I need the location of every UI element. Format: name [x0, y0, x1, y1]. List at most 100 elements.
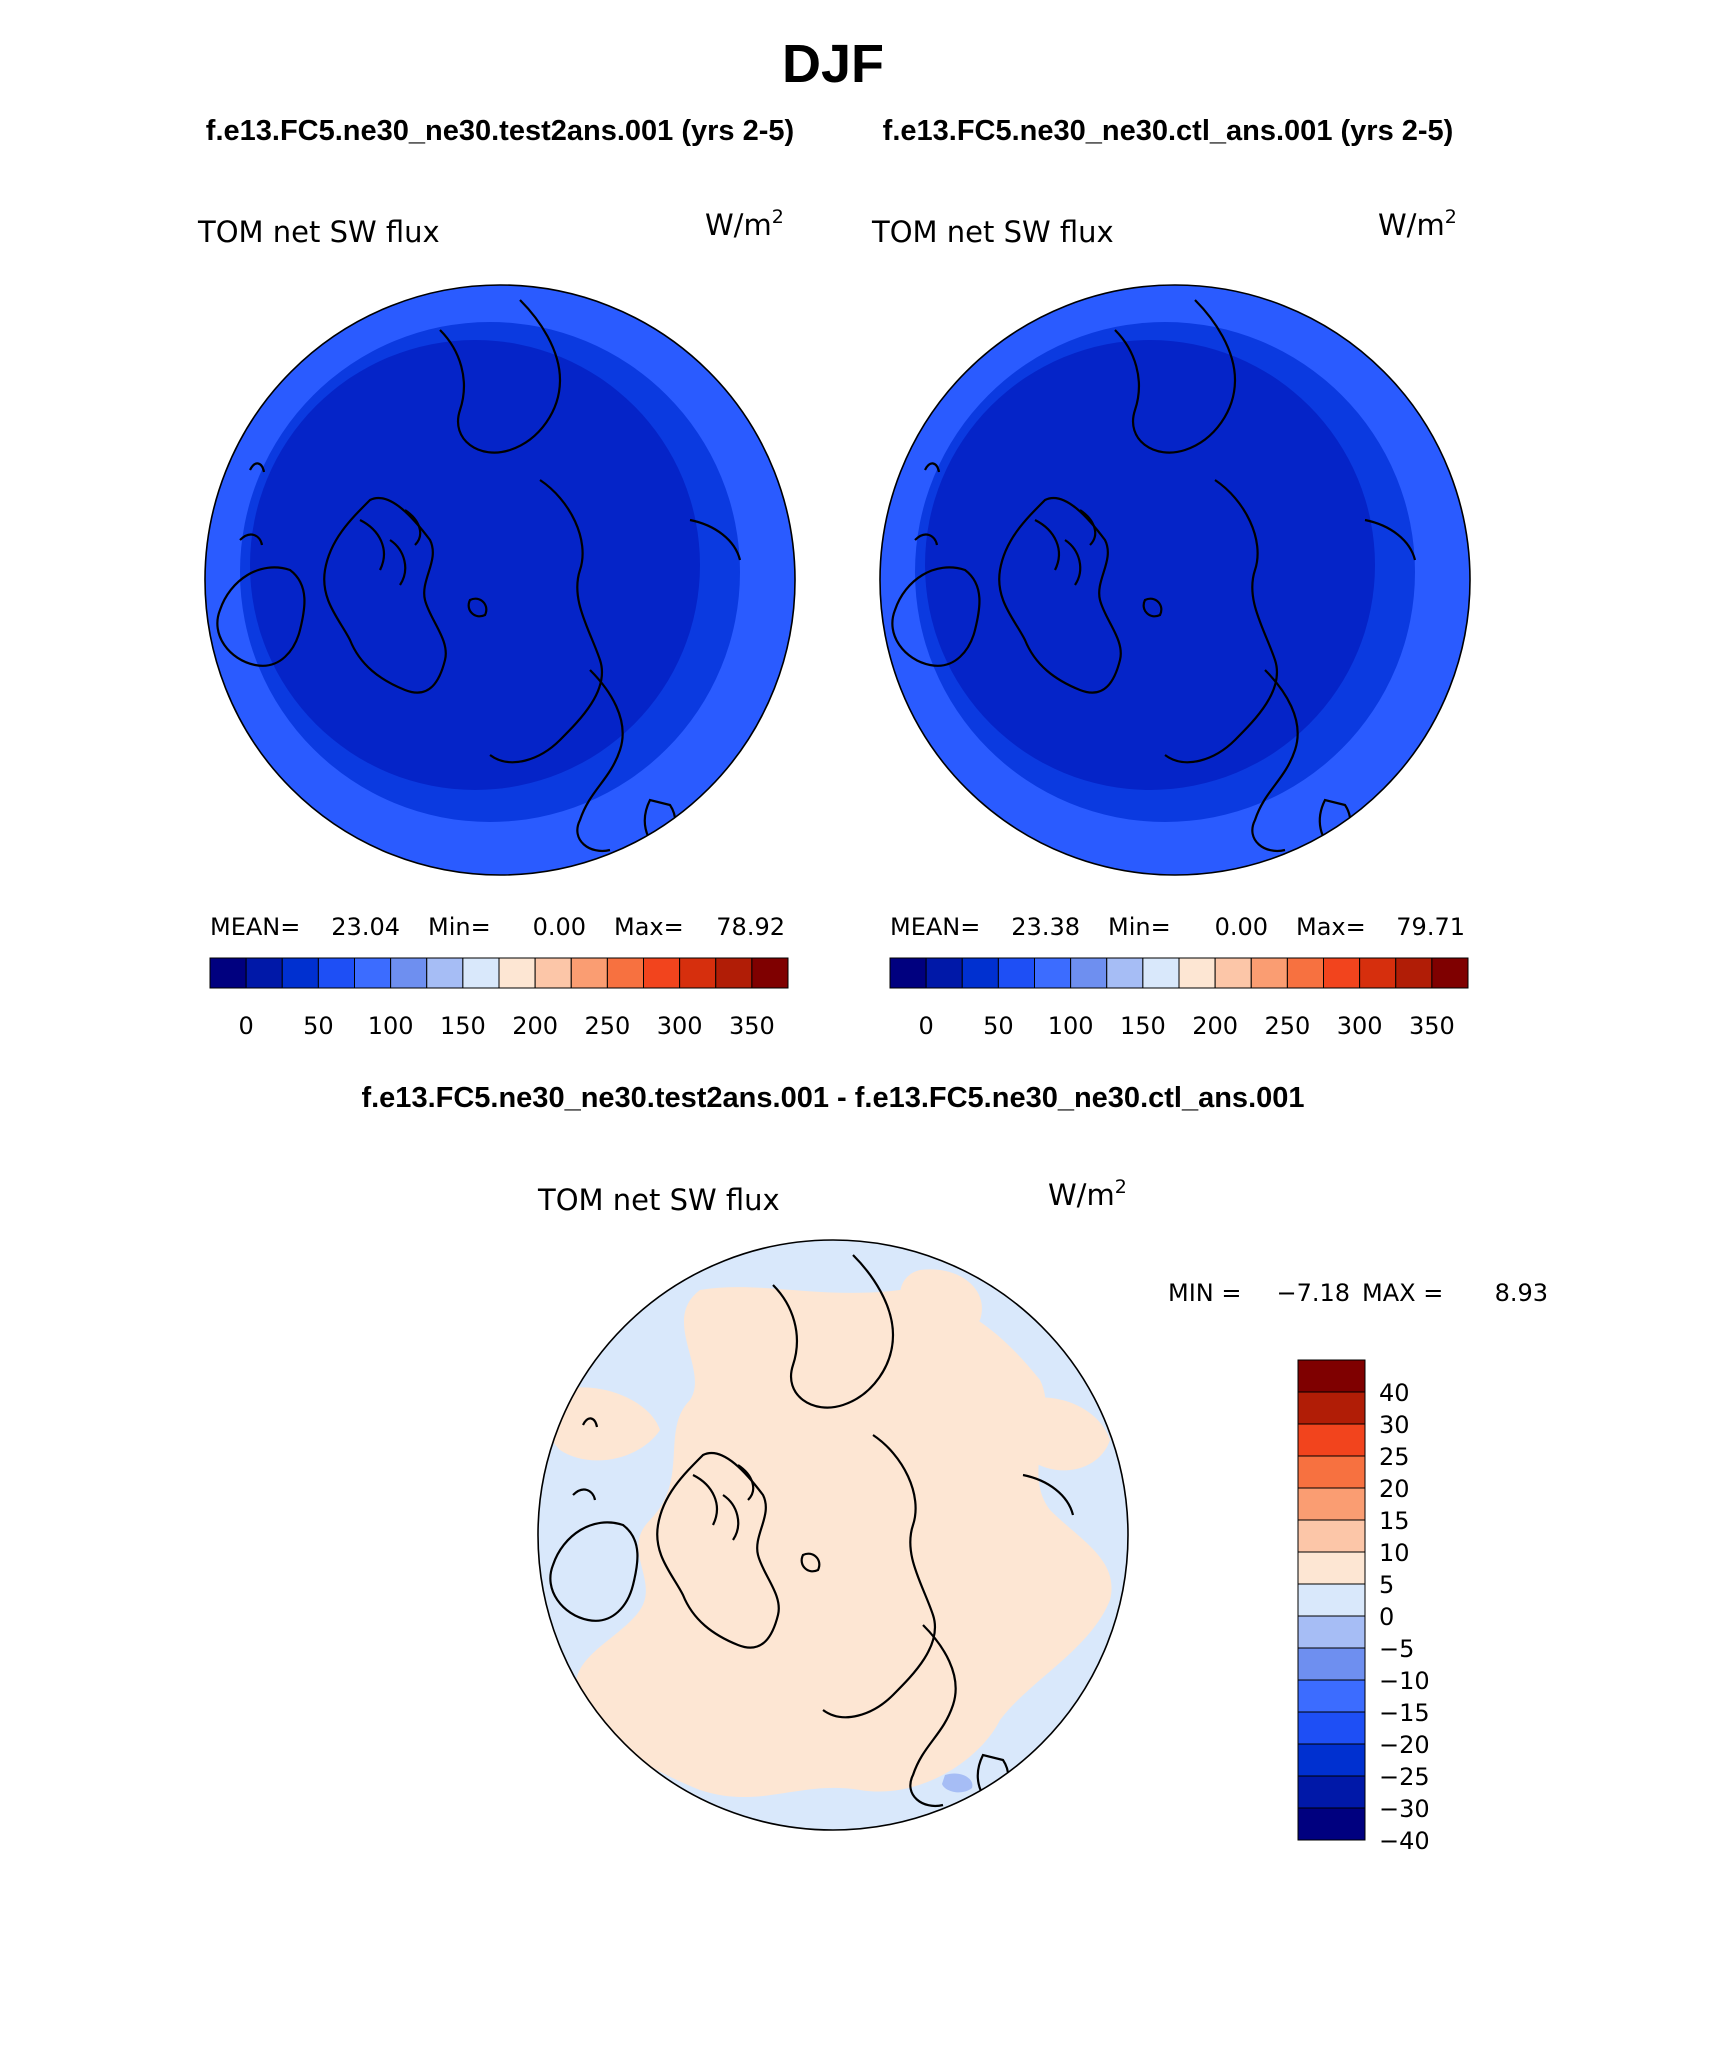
colorbar-tick-label: 0 — [238, 1012, 253, 1040]
colorbar-swatch — [925, 957, 963, 989]
panel-left-field-label: TOM net SW flux — [197, 215, 440, 249]
colorbar-swatch — [1286, 957, 1324, 989]
colorbar-tick-label: −5 — [1379, 1635, 1414, 1663]
panel-left-map — [204, 284, 796, 876]
colorbar-swatch — [317, 957, 355, 989]
coastline-segment — [656, 1452, 780, 1649]
max-label: Max= — [614, 913, 684, 941]
max-label: MAX = — [1362, 1279, 1443, 1307]
colorbar-swatch — [245, 957, 283, 989]
colorbar-swatch — [534, 957, 572, 989]
coastline-segment — [689, 518, 742, 561]
coastline-segment — [572, 1417, 599, 1501]
colorbar-swatch — [1297, 1551, 1366, 1585]
coastline — [549, 1254, 1075, 1808]
colorbar-tick-label: 40 — [1379, 1379, 1410, 1407]
coastline-segment — [359, 509, 422, 586]
colorbar-swatch — [209, 957, 247, 989]
coastline-segment — [1034, 509, 1097, 586]
colorbar-swatch — [354, 957, 392, 989]
colorbar-swatch — [679, 957, 717, 989]
min-value: 0.00 — [533, 913, 586, 941]
colorbar-tick-label: 15 — [1379, 1507, 1410, 1535]
positive-anomaly-region — [575, 1287, 1112, 1798]
colorbar-tick-label: 50 — [303, 1012, 334, 1040]
panel-right-field — [880, 285, 1470, 875]
panel-diff-stats: MIN = −7.18 MAX = 8.93 — [1168, 1279, 1548, 1307]
figure-title: DJF — [782, 34, 884, 94]
colorbar-tick-label: 200 — [512, 1012, 558, 1040]
colorbar-swatch — [606, 957, 644, 989]
colorbar-swatch — [1297, 1711, 1366, 1745]
colorbar-swatch — [1431, 957, 1469, 989]
colorbar-swatch — [1297, 1583, 1366, 1617]
panel-diff-map — [537, 1239, 1129, 1831]
coastline-segment — [891, 566, 981, 667]
colorbar-swatch — [462, 957, 500, 989]
colorbar-tick-label: −30 — [1379, 1795, 1430, 1823]
coastline-segment — [1114, 299, 1237, 454]
colorbar-swatch — [1297, 1423, 1366, 1457]
colorbar-tick-label: 20 — [1379, 1475, 1410, 1503]
colorbar-tick-label: −25 — [1379, 1763, 1430, 1791]
colorbar-tick-label: 150 — [440, 1012, 486, 1040]
coastline-segment — [772, 1254, 895, 1409]
colorbar-swatch — [715, 957, 753, 989]
coastline-segment — [800, 1552, 821, 1573]
coastline-segment — [998, 497, 1122, 694]
colorbar-swatch — [498, 957, 536, 989]
colorbar-tick-label: −20 — [1379, 1731, 1430, 1759]
map-boundary — [879, 284, 1471, 876]
colorbar-swatch — [643, 957, 681, 989]
colorbar-tick-label: 350 — [729, 1012, 775, 1040]
coastline — [891, 299, 1417, 853]
panel-left-field — [205, 285, 795, 875]
mean-label: MEAN= — [890, 913, 980, 941]
colorbar-tick-label: 5 — [1379, 1571, 1394, 1599]
colorbar-tick-label: 300 — [657, 1012, 703, 1040]
min-label: Min= — [1108, 913, 1171, 941]
coastline-segment — [549, 1521, 639, 1622]
colorbar-swatch — [1359, 957, 1397, 989]
coastline-segment — [576, 669, 624, 853]
colorbar-swatch — [1297, 1391, 1366, 1425]
colorbar-swatch — [1395, 957, 1433, 989]
min-label: MIN = — [1168, 1279, 1241, 1307]
panel-right-field-label: TOM net SW flux — [871, 215, 1114, 249]
colorbar-swatch — [997, 957, 1035, 989]
coastline-segment — [1364, 518, 1417, 561]
colorbar-swatch — [1070, 957, 1108, 989]
negative-anomaly-region — [942, 1773, 973, 1793]
mean-value: 23.04 — [331, 913, 400, 941]
colorbar-swatch — [1297, 1615, 1366, 1649]
max-label: Max= — [1296, 913, 1366, 941]
colorbar-tick-label: 250 — [584, 1012, 630, 1040]
panel-diff-field — [538, 1240, 1128, 1830]
max-value: 8.93 — [1495, 1279, 1548, 1307]
colorbar-swatch — [1297, 1487, 1366, 1521]
colorbar-swatch — [1297, 1807, 1366, 1841]
colorbar-swatch — [1178, 957, 1216, 989]
colorbar-tick-label: 250 — [1264, 1012, 1310, 1040]
subtitle-right: f.e13.FC5.ne30_ne30.ctl_ans.001 (yrs 2-5… — [883, 115, 1454, 147]
colorbar-swatch — [1297, 1455, 1366, 1489]
panel-right-map — [879, 284, 1471, 876]
panel-left-colorbar: 0 50 100 150 200 250 300 350 — [209, 957, 789, 1040]
coastline-segment — [239, 462, 266, 546]
colorbar-swatch — [1250, 957, 1288, 989]
colorbar-tick-label: 0 — [918, 1012, 933, 1040]
colorbar-tick-label: 25 — [1379, 1443, 1410, 1471]
colorbar-tick-label: −10 — [1379, 1667, 1430, 1695]
field-band — [250, 340, 700, 790]
max-value: 79.71 — [1396, 913, 1465, 941]
positive-anomaly-region — [900, 1269, 982, 1337]
map-boundary — [537, 1239, 1129, 1831]
difference-title: f.e13.FC5.ne30_ne30.test2ans.001 - f.e13… — [361, 1082, 1304, 1114]
panel-diff-colorbar: 40 30 25 20 15 10 5 0 −5 −10 −15 −20 −25 −30 −40 — [1297, 1359, 1430, 1855]
coastline-segment — [1251, 669, 1299, 853]
panel-left-units: W/m2 — [705, 206, 784, 242]
colorbar-swatch — [570, 957, 608, 989]
mean-value: 23.38 — [1011, 913, 1080, 941]
map-boundary — [204, 284, 796, 876]
